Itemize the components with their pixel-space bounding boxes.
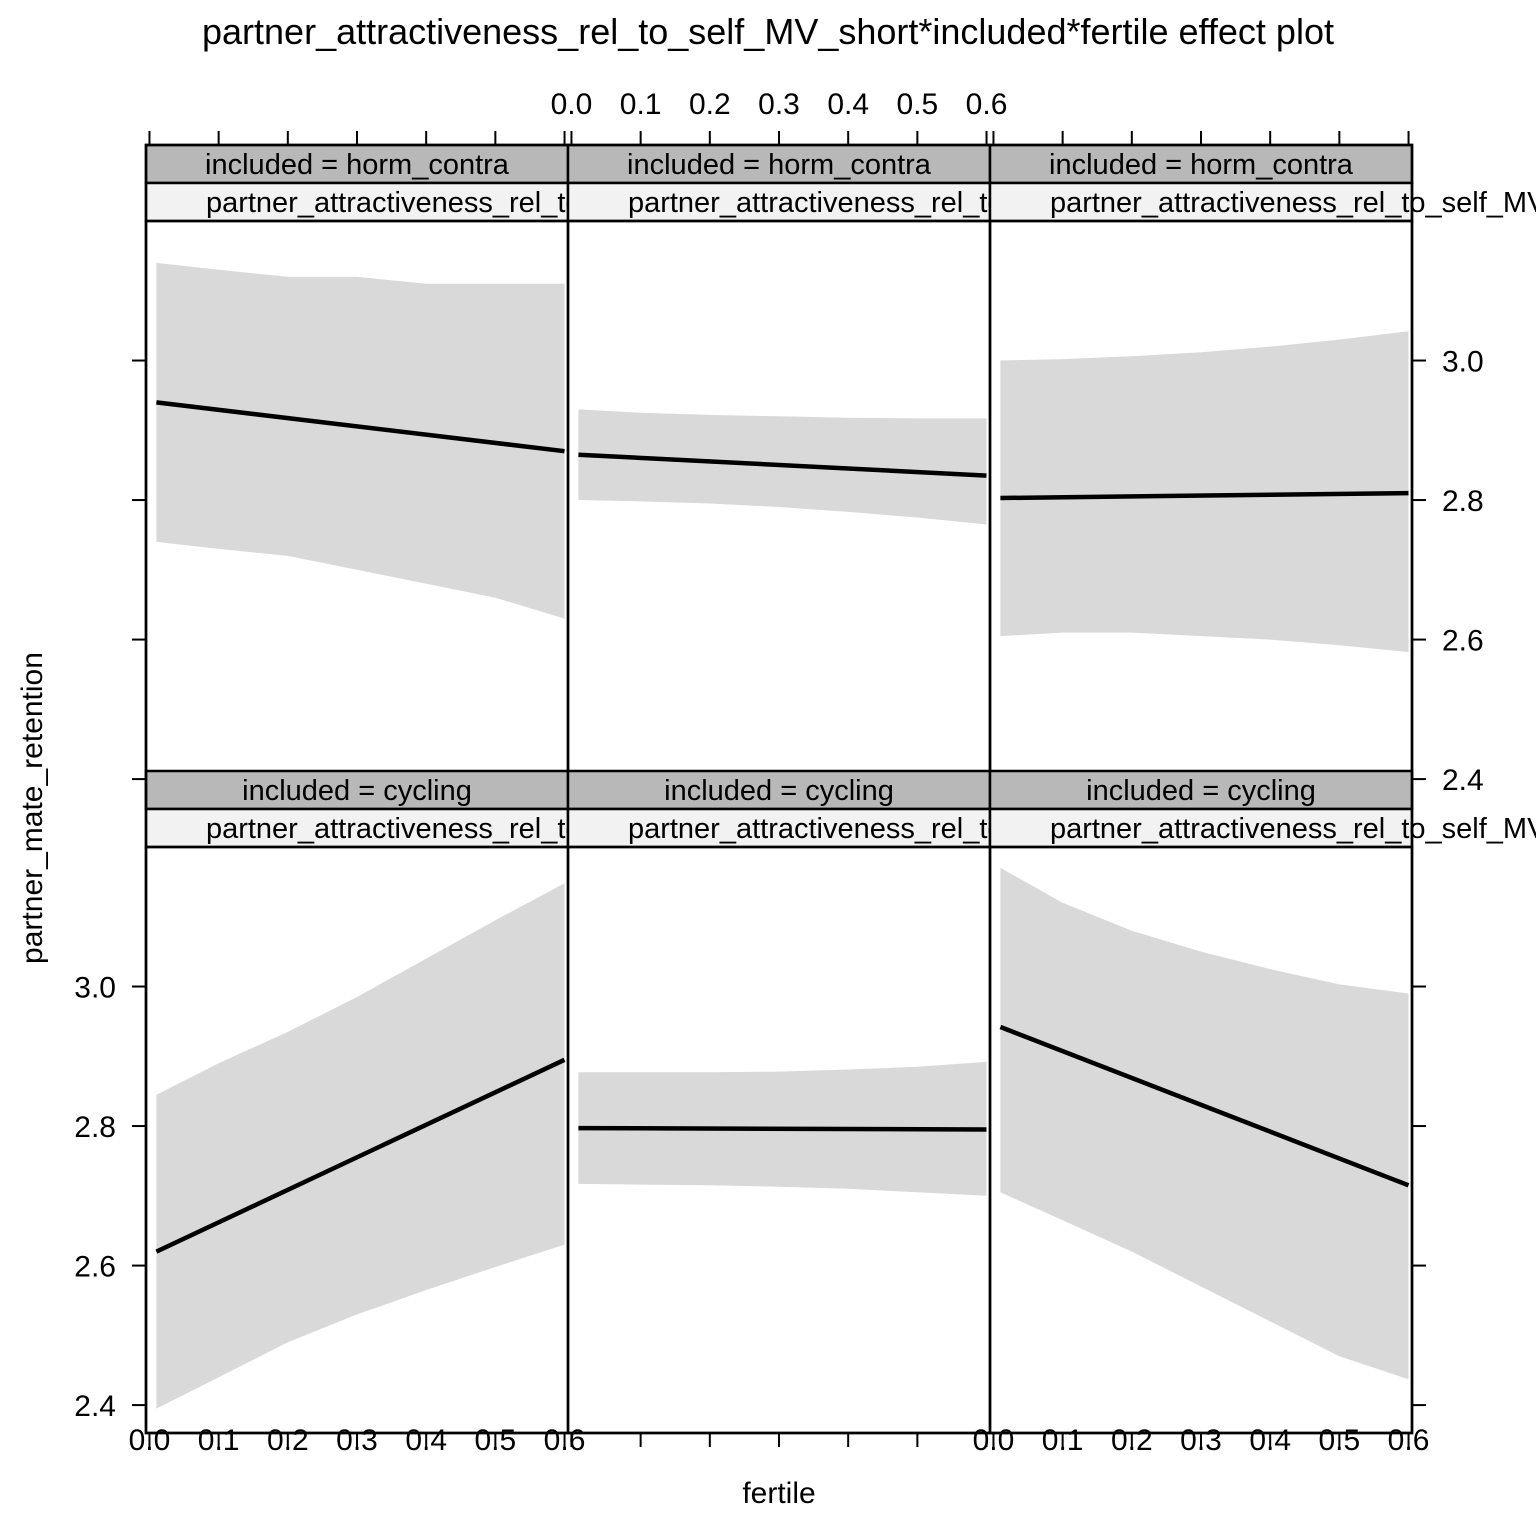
confidence-band <box>156 883 565 1409</box>
x-tick-label: 0.4 <box>827 88 869 121</box>
strip-included-label: included = horm_contra <box>627 149 932 181</box>
x-tick-label: 0.1 <box>198 1424 240 1457</box>
y-axis-label: partner_mate_retention <box>16 652 49 964</box>
strip-included-label: included = cycling <box>1086 775 1316 807</box>
x-tick-label: 0.5 <box>1319 1424 1361 1457</box>
x-ticks-col-3 <box>992 131 1410 145</box>
x-axis-col-2: 0.0 0.1 0.2 0.3 0.4 0.5 0.6 <box>551 88 1008 145</box>
confidence-band <box>1000 331 1409 653</box>
confidence-band <box>1000 867 1409 1380</box>
y-tick-label: 2.8 <box>74 1111 116 1144</box>
strip-included-label: included = cycling <box>242 775 472 807</box>
x-tick-label: 0.0 <box>973 1424 1015 1457</box>
x-tick-label: 0.5 <box>475 1424 517 1457</box>
confidence-band <box>156 262 565 619</box>
x-ticks-col-2 <box>570 1433 988 1447</box>
strip-conditioning-label: partner_attractiveness_rel_to_self_MV_sh… <box>1050 187 1536 219</box>
strip-included-label: included = cycling <box>664 775 894 807</box>
y-axis-row-1-left <box>132 359 146 781</box>
x-axis-label: fertile <box>742 1477 815 1510</box>
strip-conditioning <box>988 807 1414 849</box>
y-axis-row-2-left: 2.4 2.6 2.8 3.0 <box>74 972 146 1423</box>
x-tick-label: 0.3 <box>336 1424 378 1457</box>
x-tick-label: 0.4 <box>1249 1424 1291 1457</box>
x-axis-col-1: 0.0 0.1 0.2 0.3 0.4 0.5 0.6 <box>129 1424 586 1457</box>
panel-horm-contra-2: included = horm_contrapartner_attractive… <box>566 143 1230 809</box>
fit-line <box>999 1024 1410 1188</box>
panel-horm-contra-3: included = horm_contra partner_attractive… <box>988 143 1536 809</box>
x-tick-label: 0.1 <box>1042 1424 1084 1457</box>
y-tick-label: 2.4 <box>1442 764 1484 797</box>
y-tick-label: 2.6 <box>74 1251 116 1284</box>
x-tick-label: 0.3 <box>758 88 800 121</box>
x-tick-label: 0.4 <box>405 1424 447 1457</box>
strip-conditioning-label: partner_attractiveness_rel_to_self_MV_sh… <box>1050 813 1536 845</box>
x-tick-label: 0.2 <box>267 1424 309 1457</box>
x-tick-label: 0.2 <box>1111 1424 1153 1457</box>
y-tick-label: 3.0 <box>74 972 116 1005</box>
chart-title: partner_attractiveness_rel_to_self_MV_sh… <box>202 11 1334 52</box>
x-tick-label: 0.2 <box>689 88 731 121</box>
x-tick-label: 0.0 <box>551 88 593 121</box>
y-tick-label: 2.6 <box>1442 625 1484 658</box>
strip-included-label: included = horm_contra <box>205 149 510 181</box>
strip-included-label: included = horm_contra <box>1049 149 1354 181</box>
x-tick-label: 0.6 <box>966 88 1008 121</box>
panels: included = horm_contra partner_attractive… <box>144 143 1536 1435</box>
panel-cycling-3: included = cycling partner_attractiveness… <box>988 769 1536 1435</box>
strip-conditioning <box>988 181 1414 223</box>
y-axis-row-2-right <box>1412 985 1426 1407</box>
strip-included <box>988 143 1414 185</box>
x-tick-label: 0.0 <box>129 1424 171 1457</box>
panel-cycling-1: included = cyclingpartner_attractiveness… <box>144 769 808 1435</box>
fit-line <box>1000 490 1409 501</box>
fit-line <box>156 400 565 454</box>
x-tick-label: 0.3 <box>1180 1424 1222 1457</box>
strip-conditioning <box>566 181 992 223</box>
axes: 0.0 0.1 0.2 0.3 0.4 0.5 0.60.0 0.1 0.2 0.3 0.4 0.5 0… <box>74 88 1483 1457</box>
fit-line <box>578 1125 987 1132</box>
y-tick-label: 2.4 <box>74 1390 116 1423</box>
y-tick-label: 2.8 <box>1442 485 1484 518</box>
x-axis-col-3: 0.0 0.1 0.2 0.3 0.4 0.5 0.6 <box>973 1424 1430 1457</box>
x-tick-label: 0.1 <box>620 88 662 121</box>
x-tick-label: 0.6 <box>1388 1424 1430 1457</box>
strip-conditioning <box>566 807 992 849</box>
fit-line <box>578 452 987 478</box>
fit-line <box>155 1057 566 1254</box>
x-ticks-col-1 <box>148 131 566 145</box>
y-tick-label: 3.0 <box>1442 346 1484 379</box>
y-axis-row-1-right: 2.4 2.6 2.8 3.0 <box>1412 346 1484 797</box>
x-tick-label: 0.6 <box>544 1424 586 1457</box>
x-tick-label: 0.5 <box>897 88 939 121</box>
